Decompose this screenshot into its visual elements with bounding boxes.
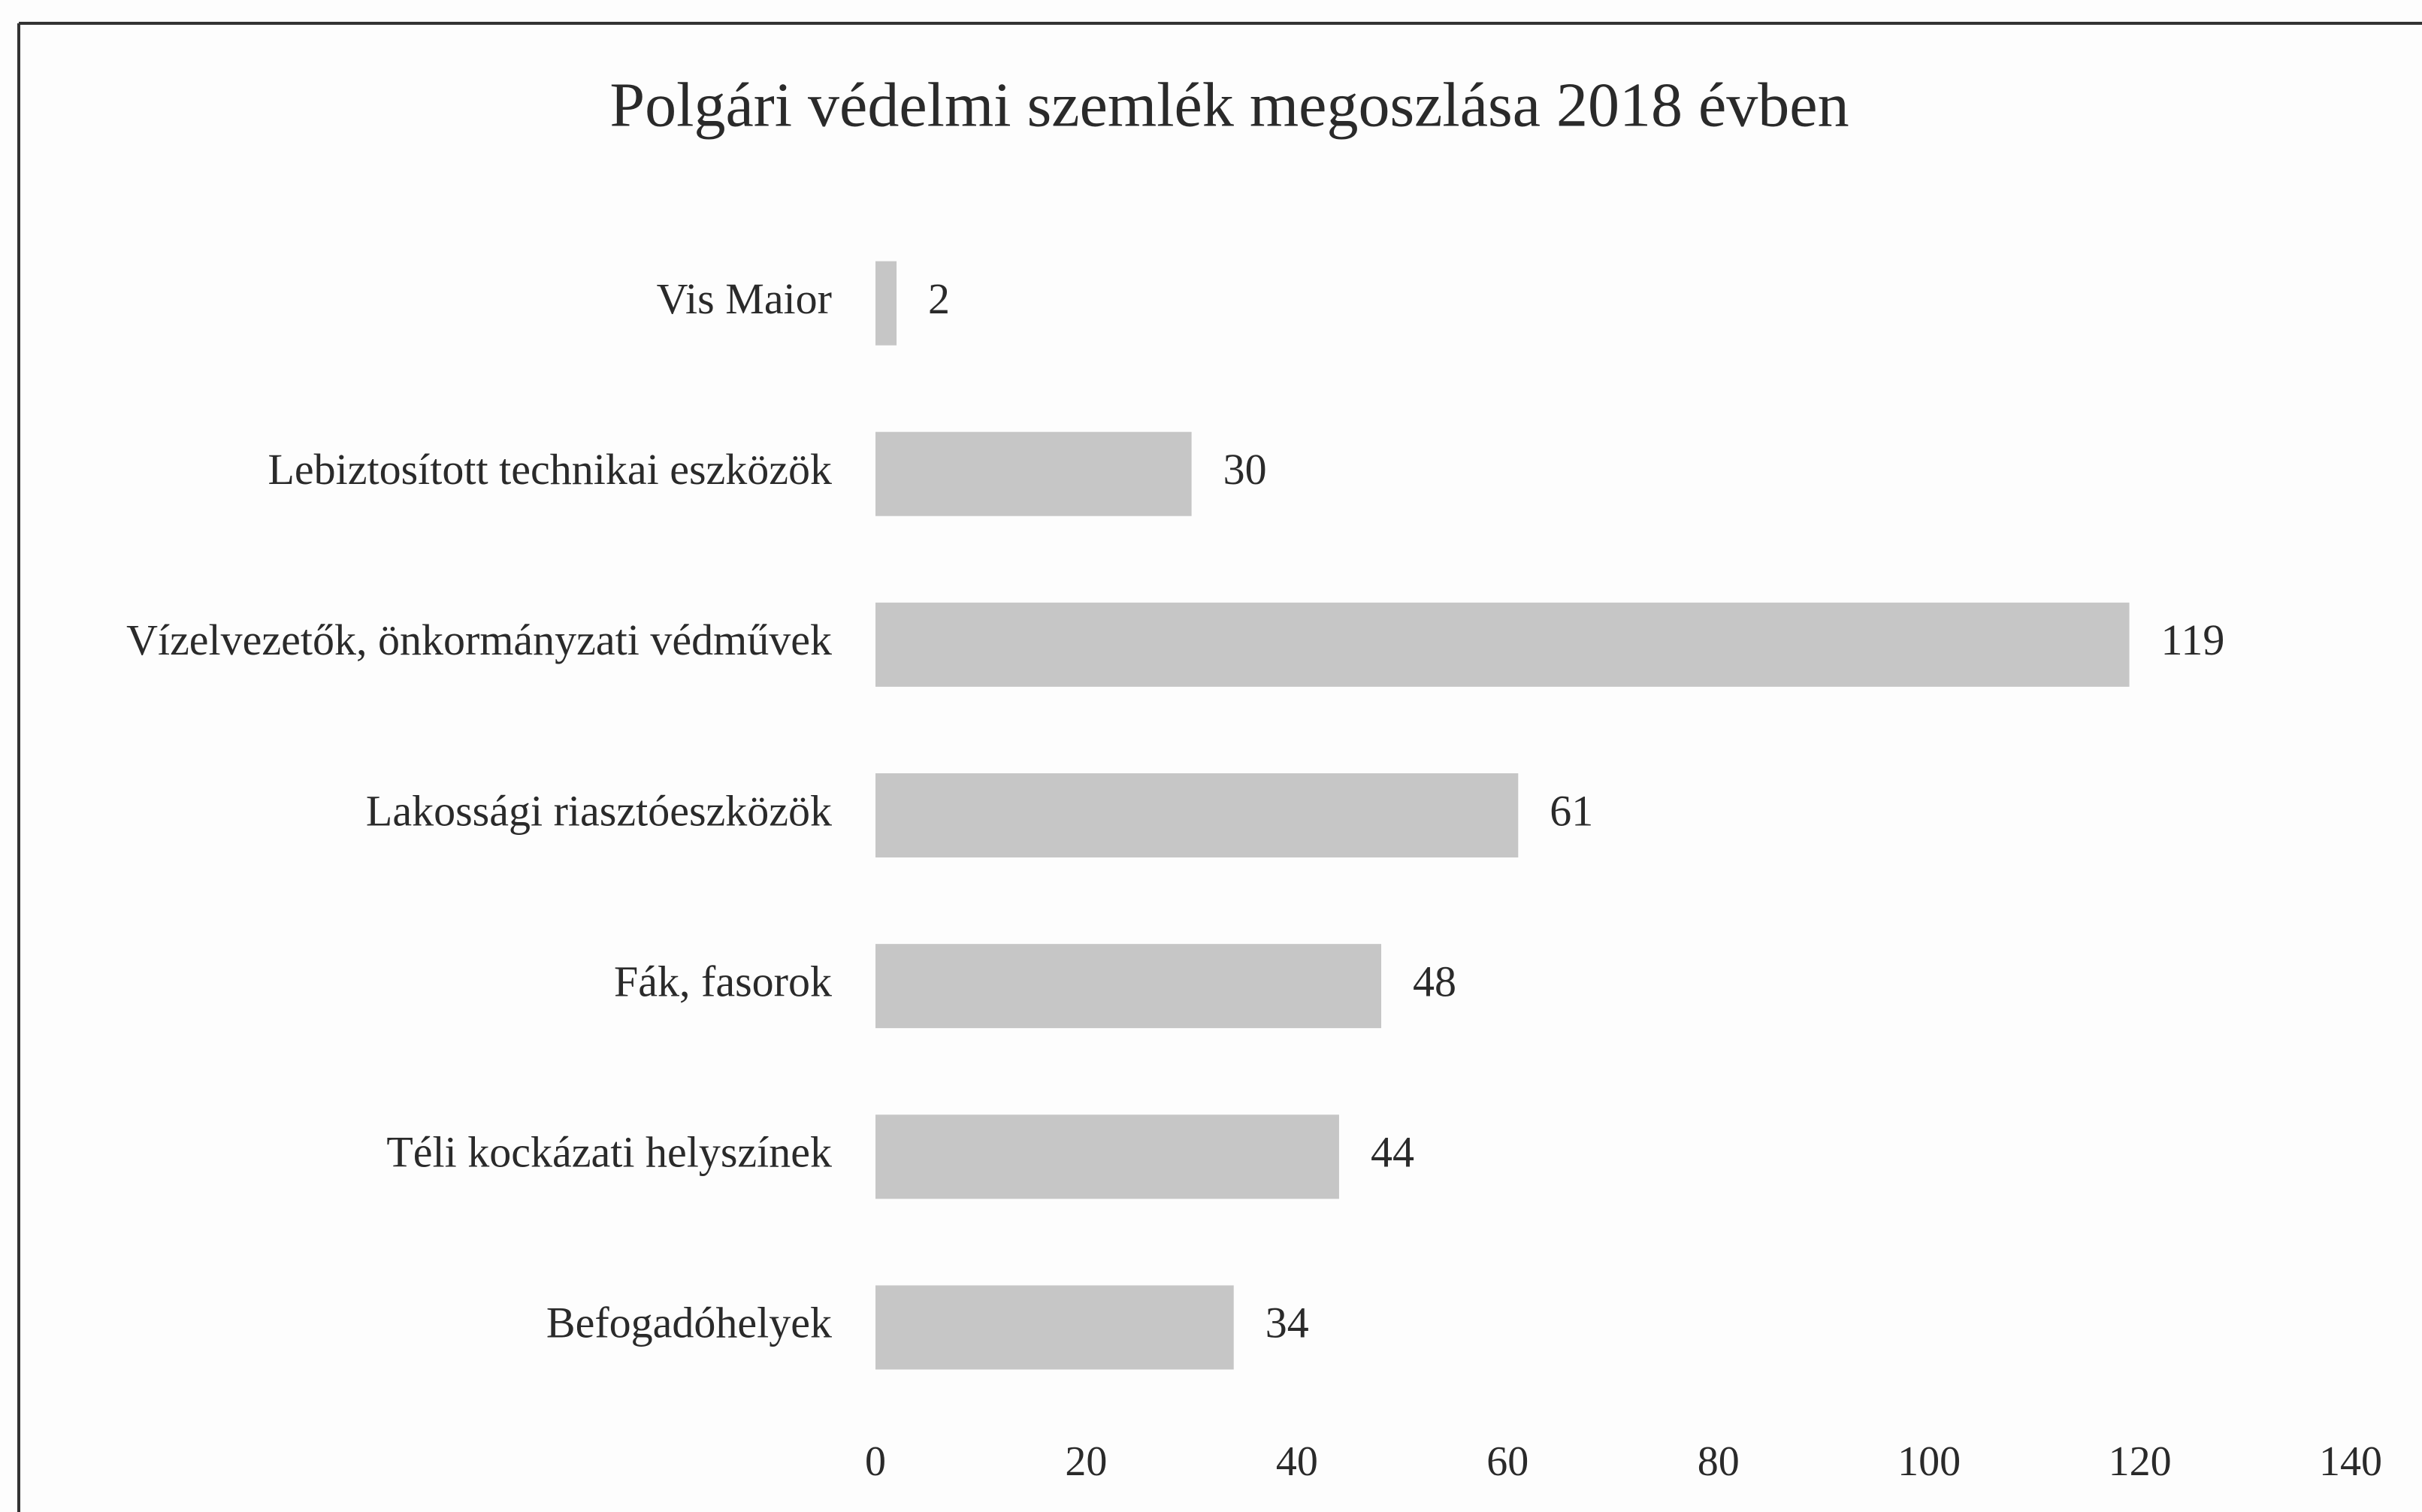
y-tick-label: Fák, fasorok [614, 957, 832, 1005]
x-tick-label: 120 [2109, 1438, 2172, 1485]
x-tick-label: 40 [1276, 1438, 1318, 1485]
bar [875, 602, 2130, 687]
y-tick-label: Lebiztosított technikai eszközök [268, 445, 832, 494]
y-tick-label: Téli kockázati helyszínek [386, 1128, 832, 1177]
bar [875, 431, 1192, 516]
x-tick-label: 20 [1065, 1438, 1107, 1485]
data-label: 44 [1371, 1128, 1414, 1177]
y-tick-label: Vis Maior [657, 274, 832, 323]
bar [875, 1114, 1339, 1199]
x-tick-label: 140 [2319, 1438, 2382, 1485]
y-tick-label: Vízelvezetők, önkormányzati védművek [126, 615, 832, 664]
chart-title: Polgári védelmi szemlék megoszlása 2018 … [609, 70, 1849, 140]
bar [875, 261, 897, 346]
data-label: 61 [1550, 786, 1593, 835]
data-label: 30 [1223, 445, 1267, 494]
bar [875, 773, 1519, 857]
data-label: 34 [1265, 1299, 1309, 1347]
x-tick-label: 60 [1486, 1438, 1528, 1485]
data-label: 119 [2161, 615, 2225, 664]
bar [875, 1285, 1234, 1370]
data-label: 2 [928, 274, 950, 323]
y-tick-label: Befogadóhelyek [546, 1299, 832, 1347]
x-tick-label: 80 [1698, 1438, 1740, 1485]
data-label: 48 [1413, 957, 1456, 1005]
x-tick-label: 100 [1897, 1438, 1961, 1485]
y-tick-label: Lakossági riasztóeszközök [366, 786, 832, 835]
bar [875, 944, 1382, 1029]
x-tick-label: 0 [865, 1438, 886, 1485]
